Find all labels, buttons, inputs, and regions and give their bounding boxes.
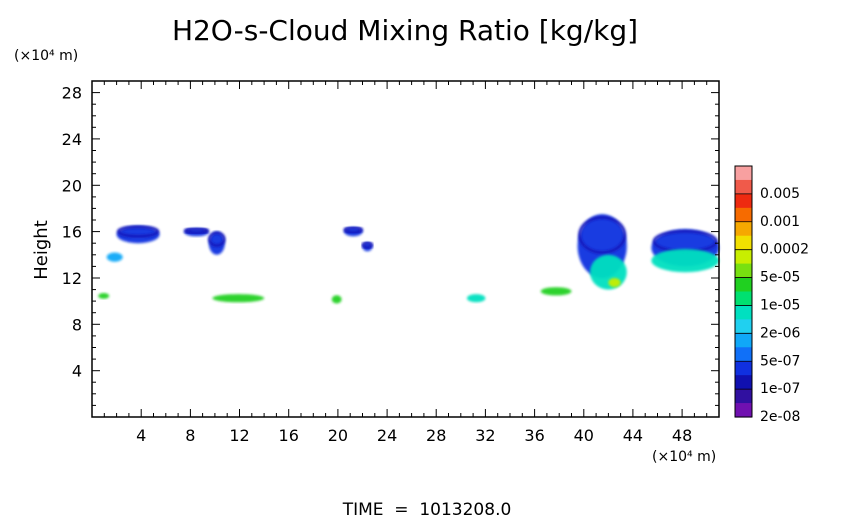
colorbar-swatch (735, 375, 752, 390)
colorbar-swatch (735, 347, 752, 362)
cloud-region (651, 249, 719, 273)
cloud-region (467, 294, 486, 303)
cloud-edge (578, 216, 627, 254)
colorbar-frame (734, 165, 753, 418)
x-tick-labels: 4 8 12 16 20 24 28 32 36 40 44 48 (136, 426, 692, 445)
colorbar-swatch (735, 263, 752, 279)
x-tick-label: 32 (475, 426, 495, 445)
cloud-edge (208, 231, 226, 247)
cloud-edge (183, 227, 210, 235)
colorbar-label: 0.0002 (760, 242, 809, 258)
colorbar-swatch (735, 305, 752, 320)
cloud-region (212, 294, 265, 303)
x-tick-label: 16 (279, 426, 299, 445)
colorbar-swatch (735, 291, 752, 307)
plot-frame (91, 80, 720, 418)
x-tick-label: 12 (229, 426, 249, 445)
colorbar-label: 1e-07 (760, 381, 800, 397)
x-tick-label: 8 (185, 426, 195, 445)
cloud-region (331, 295, 342, 304)
colorbar-swatch (735, 179, 752, 195)
colorbar-swatch (735, 277, 752, 293)
x-tick-label: 28 (426, 426, 446, 445)
x-tick-label: 36 (524, 426, 544, 445)
colorbar-swatch (735, 207, 752, 223)
cloud-field (98, 214, 719, 304)
y-axis-label: Height (31, 220, 52, 280)
chart-title: H2O-s-Cloud Mixing Ratio [kg/kg] (172, 14, 638, 47)
cloud-region (116, 225, 160, 244)
colorbar-swatch (735, 166, 752, 181)
y-tick-label: 4 (72, 362, 82, 381)
cloud-edge (117, 225, 160, 238)
x-unit-label: (×10⁴ m) (652, 449, 716, 465)
colorbar-swatch (735, 361, 752, 376)
y-tick-label: 20 (62, 176, 82, 195)
colorbar-swatch (735, 221, 752, 237)
colorbar-label: 0.005 (760, 186, 800, 202)
cloud-region (608, 278, 621, 288)
y-tick-label: 28 (62, 84, 82, 103)
cloud-region (98, 293, 110, 299)
y-unit-label: (×10⁴ m) (14, 48, 78, 64)
colorbar-label: 1e-05 (760, 298, 800, 314)
colorbar-swatch (735, 389, 752, 404)
time-footer: TIME = 1013208.0 (342, 500, 512, 519)
x-tick-label: 20 (328, 426, 348, 445)
axis-ticks (91, 80, 720, 418)
colorbar-label: 0.001 (760, 214, 800, 230)
y-tick-labels: 4 8 12 16 20 24 28 (62, 84, 82, 381)
x-tick-label: 40 (574, 426, 594, 445)
colorbar-swatch (735, 333, 752, 348)
cloud-edge (361, 241, 374, 249)
colorbar-swatch (735, 193, 752, 209)
x-tick-label: 44 (623, 426, 643, 445)
colorbar-swatch (735, 235, 752, 251)
y-tick-label: 12 (62, 269, 82, 288)
colorbar-label: 2e-06 (760, 325, 800, 341)
colorbar-label: 2e-08 (760, 409, 800, 425)
colorbar-label: 5e-07 (760, 353, 800, 369)
colorbar: 0.005 0.001 0.0002 5e-05 1e-05 2e-06 5e-07 1e-0… (734, 165, 809, 425)
y-tick-label: 16 (62, 223, 82, 242)
x-tick-label: 24 (377, 426, 397, 445)
y-tick-label: 24 (62, 130, 82, 149)
cloud-edge (343, 226, 364, 234)
colorbar-swatch (735, 319, 752, 334)
y-tick-label: 8 (72, 315, 82, 334)
x-tick-label: 4 (136, 426, 146, 445)
colorbar-label: 5e-05 (760, 270, 800, 286)
cloud-region (590, 254, 627, 290)
cloud-region (208, 231, 225, 255)
colorbar-swatch (735, 403, 752, 418)
cloud-region (106, 252, 123, 262)
colorbar-swatch (735, 249, 752, 265)
x-tick-label: 48 (672, 426, 692, 445)
cloud-region (540, 287, 572, 296)
